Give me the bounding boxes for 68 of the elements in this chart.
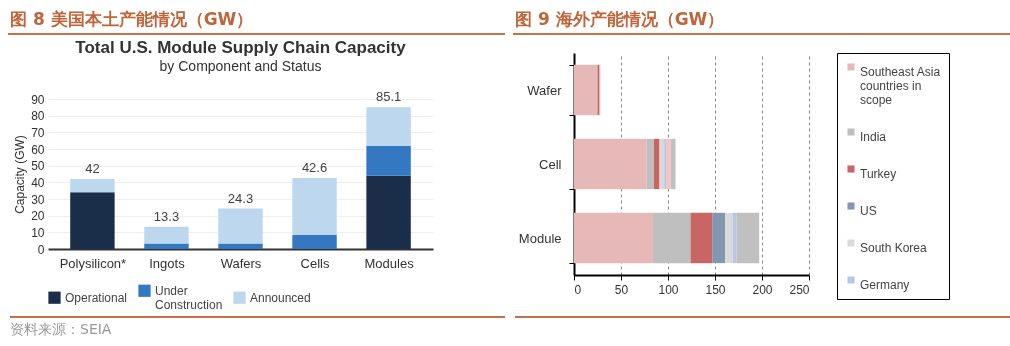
x-tick-label: 150 <box>705 282 726 297</box>
bar <box>70 192 115 249</box>
legend-label: South Korea <box>860 241 928 255</box>
x-tick-label: Modules <box>364 255 415 271</box>
bar <box>292 234 337 249</box>
bar <box>670 138 676 190</box>
bar <box>70 179 115 193</box>
chart-title: 图 9 海外产能情况（GW） <box>513 0 1010 35</box>
x-tick-label: 50 <box>614 282 629 297</box>
x-tick-label: 0 <box>574 282 582 297</box>
y-axis-title: Capacity (GW) <box>13 135 28 214</box>
bar <box>666 138 671 190</box>
legend-label: US <box>860 204 877 218</box>
y-tick-label: 50 <box>31 159 45 174</box>
y-tick-label: 90 <box>31 92 45 107</box>
bar <box>574 138 647 190</box>
text: 资料来源：SEIA <box>10 316 505 339</box>
bar <box>725 212 733 264</box>
bar <box>646 138 654 190</box>
bar <box>366 145 411 176</box>
bar <box>218 243 263 249</box>
bar <box>712 212 726 264</box>
bar <box>218 208 263 244</box>
y-tick-label: 40 <box>31 175 45 190</box>
bar <box>732 212 737 264</box>
legend-label: Announced <box>250 290 311 305</box>
bar <box>366 175 411 249</box>
bar <box>366 107 411 146</box>
caption: 图 8 美国本土产能情况（GW） <box>8 0 505 35</box>
legend-label: Turkey <box>860 167 897 181</box>
legend-label: Southeast Asia countries in scope <box>860 65 941 107</box>
legend-label: India <box>860 130 887 144</box>
bar <box>653 138 660 190</box>
total-label: 24.3 <box>227 190 254 206</box>
y-tick-label: 70 <box>31 125 45 140</box>
bar <box>144 243 189 249</box>
total-label: 85.1 <box>375 89 402 105</box>
chart-title: Total U.S. Module Supply Chain Capacity <box>75 38 407 58</box>
x-tick-label: 250 <box>789 282 810 297</box>
bar <box>736 212 760 264</box>
legend-label: Operational <box>65 290 128 305</box>
total-label: 42.6 <box>301 160 328 175</box>
y-tick-label: 10 <box>31 225 45 240</box>
bar <box>574 64 598 116</box>
x-tick-label: Polysilicon* <box>59 255 127 271</box>
x-tick-label: Cells <box>300 255 330 271</box>
x-tick-label: 100 <box>658 282 679 297</box>
bar <box>652 212 691 264</box>
y-tick-label: 80 <box>31 109 45 124</box>
y-tick-label: Cell <box>539 156 562 172</box>
bar <box>144 226 189 244</box>
y-tick-label: 60 <box>31 142 45 157</box>
total-label: 13.3 <box>153 208 180 224</box>
x-tick-label: 200 <box>752 282 773 297</box>
bar <box>574 212 653 264</box>
y-tick-label: 30 <box>31 192 45 207</box>
legend-label: Under Construction <box>155 283 223 312</box>
y-tick-label: Wafer <box>527 82 563 98</box>
y-tick-label: 0 <box>37 242 45 257</box>
bar <box>690 212 713 264</box>
y-tick-label: 20 <box>31 209 45 224</box>
total-label: 42 <box>85 161 100 176</box>
x-tick-label: Ingots <box>149 255 186 271</box>
x-tick-label: Wafers <box>220 255 262 271</box>
y-tick-label: Module <box>518 230 562 246</box>
legend-label: Germany <box>860 278 910 292</box>
chart-subtitle: by Component and Status <box>159 58 322 75</box>
bar <box>292 178 337 235</box>
